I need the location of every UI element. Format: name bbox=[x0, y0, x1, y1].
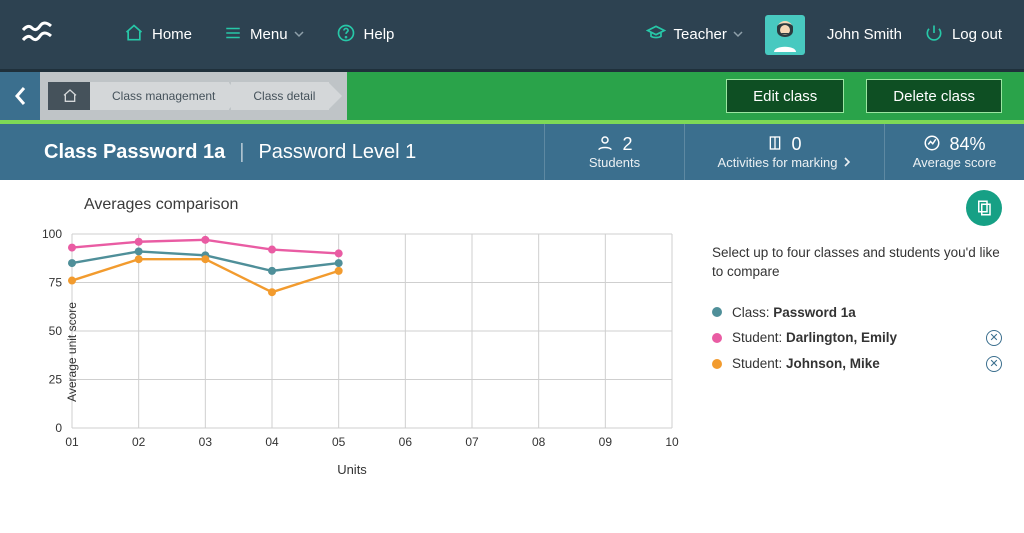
svg-text:03: 03 bbox=[199, 435, 213, 449]
avatar[interactable] bbox=[765, 15, 805, 55]
nav-help-label: Help bbox=[364, 26, 395, 43]
svg-text:0: 0 bbox=[55, 421, 62, 435]
chart-icon bbox=[923, 134, 941, 155]
side-panel: Select up to four classes and students y… bbox=[712, 194, 1002, 533]
svg-text:50: 50 bbox=[49, 324, 63, 338]
top-nav: Home Menu Help Teacher bbox=[0, 0, 1024, 72]
chart: Average unit score 025507510001020304050… bbox=[22, 224, 682, 479]
breadcrumb-home[interactable] bbox=[48, 82, 90, 110]
stat-students-value: 2 bbox=[622, 134, 632, 155]
title-class-name: Password 1a bbox=[103, 141, 225, 163]
stat-students-label: Students bbox=[589, 155, 640, 170]
edit-class-button[interactable]: Edit class bbox=[726, 79, 844, 113]
legend-label: Class: Password 1a bbox=[732, 305, 856, 320]
legend-dot bbox=[712, 359, 722, 369]
svg-text:06: 06 bbox=[399, 435, 413, 449]
svg-text:75: 75 bbox=[49, 276, 63, 290]
delete-class-button[interactable]: Delete class bbox=[866, 79, 1002, 113]
title-bar: Class Password 1a | Password Level 1 2 S… bbox=[0, 124, 1024, 180]
breadcrumb-item-0[interactable]: Class management bbox=[90, 82, 229, 110]
nav-home-label: Home bbox=[152, 26, 192, 43]
chevron-down-icon bbox=[733, 26, 743, 43]
legend-remove-button[interactable]: ✕ bbox=[986, 330, 1002, 346]
breadcrumb-label-0: Class management bbox=[112, 89, 215, 103]
edit-class-label: Edit class bbox=[753, 88, 817, 105]
chevron-down-icon bbox=[294, 26, 304, 43]
chart-x-label: Units bbox=[337, 462, 367, 477]
side-help-text: Select up to four classes and students y… bbox=[712, 244, 1002, 282]
nav-menu[interactable]: Menu bbox=[224, 24, 304, 46]
page-title: Class Password 1a | Password Level 1 bbox=[0, 141, 416, 164]
home-icon bbox=[124, 23, 144, 47]
nav-help[interactable]: Help bbox=[336, 23, 395, 47]
legend-dot bbox=[712, 307, 722, 317]
legend-item: Student: Johnson, Mike ✕ bbox=[712, 351, 1002, 377]
stat-activities-label: Activities for marking bbox=[718, 155, 838, 170]
legend-item: Student: Darlington, Emily ✕ bbox=[712, 325, 1002, 351]
back-button[interactable] bbox=[0, 72, 40, 120]
stat-score-label: Average score bbox=[913, 155, 997, 170]
breadcrumb-label-1: Class detail bbox=[253, 89, 315, 103]
delete-class-label: Delete class bbox=[893, 88, 975, 105]
stat-activities[interactable]: 0 Activities for marking bbox=[684, 124, 884, 180]
svg-text:10: 10 bbox=[665, 435, 679, 449]
nav-logout-label: Log out bbox=[952, 26, 1002, 43]
svg-text:02: 02 bbox=[132, 435, 146, 449]
breadcrumb: Class management Class detail bbox=[40, 72, 347, 120]
nav-role[interactable]: Teacher bbox=[646, 23, 743, 47]
svg-text:09: 09 bbox=[599, 435, 613, 449]
breadcrumb-item-1[interactable]: Class detail bbox=[231, 82, 329, 110]
svg-text:04: 04 bbox=[265, 435, 279, 449]
main: Averages comparison Average unit score 0… bbox=[0, 180, 1024, 533]
svg-text:05: 05 bbox=[332, 435, 346, 449]
title-class-label: Class bbox=[44, 141, 97, 163]
legend-list: Class: Password 1a Student: Darlington, E… bbox=[712, 300, 1002, 377]
stat-score-value: 84% bbox=[949, 134, 985, 155]
nav-home[interactable]: Home bbox=[124, 23, 192, 47]
chart-svg: 0 25 50 75 100 01 02 03 04 05 06 07 08 09 10 bbox=[22, 224, 682, 464]
brand-logo bbox=[22, 18, 52, 51]
nav-logout[interactable]: Log out bbox=[924, 23, 1002, 47]
help-icon bbox=[336, 23, 356, 47]
legend-remove-button[interactable]: ✕ bbox=[986, 356, 1002, 372]
legend-dot bbox=[712, 333, 722, 343]
breadcrumb-bar: Class management Class detail Edit class… bbox=[0, 72, 1024, 120]
legend-item: Class: Password 1a bbox=[712, 300, 1002, 325]
svg-text:100: 100 bbox=[42, 227, 62, 241]
svg-text:08: 08 bbox=[532, 435, 546, 449]
menu-icon bbox=[224, 24, 242, 46]
title-level: Password Level 1 bbox=[258, 141, 416, 164]
book-icon bbox=[767, 135, 783, 154]
nav-username: John Smith bbox=[827, 26, 902, 43]
nav-menu-label: Menu bbox=[250, 26, 288, 43]
svg-text:07: 07 bbox=[465, 435, 479, 449]
chart-area: Averages comparison Average unit score 0… bbox=[22, 194, 712, 533]
chevron-right-icon bbox=[843, 155, 851, 170]
nav-role-label: Teacher bbox=[674, 26, 727, 43]
stat-score: 84% Average score bbox=[884, 124, 1024, 180]
svg-text:01: 01 bbox=[65, 435, 79, 449]
export-button[interactable] bbox=[966, 190, 1002, 226]
chart-y-label: Average unit score bbox=[65, 302, 79, 402]
svg-text:25: 25 bbox=[49, 373, 63, 387]
students-icon bbox=[596, 134, 614, 155]
stat-activities-value: 0 bbox=[791, 134, 801, 155]
legend-label: Student: Johnson, Mike bbox=[732, 356, 880, 371]
chart-title: Averages comparison bbox=[84, 196, 712, 214]
power-icon bbox=[924, 23, 944, 47]
stat-students: 2 Students bbox=[544, 124, 684, 180]
graduation-icon bbox=[646, 23, 666, 47]
legend-label: Student: Darlington, Emily bbox=[732, 330, 897, 345]
